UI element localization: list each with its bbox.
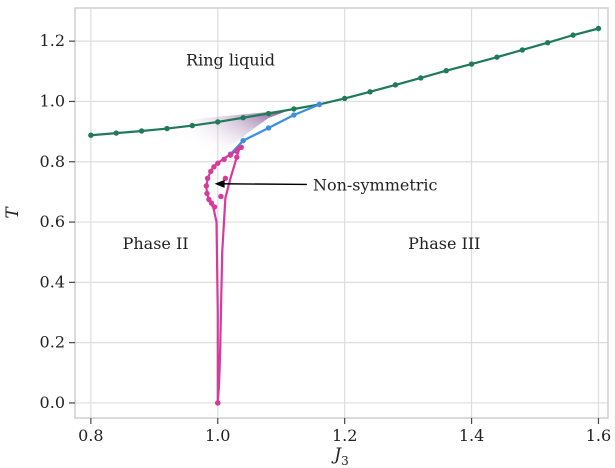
series-point xyxy=(519,47,526,53)
series-point xyxy=(208,168,214,175)
series-point xyxy=(238,144,244,150)
series-point xyxy=(570,32,576,38)
x-tick-label: 1.2 xyxy=(332,426,357,445)
series-point xyxy=(138,128,145,134)
series-point xyxy=(418,75,424,81)
y-tick-label: 0.2 xyxy=(40,333,65,352)
x-tick-label: 1.0 xyxy=(205,426,230,445)
series-point xyxy=(545,39,551,46)
series-point xyxy=(234,154,240,160)
annotation-text: Non-symmetric xyxy=(313,175,438,194)
series-point xyxy=(204,175,211,182)
series-point xyxy=(367,89,373,95)
x-tick-label: 0.8 xyxy=(78,426,103,445)
x-tick-label: 1.4 xyxy=(459,426,484,445)
series-point xyxy=(265,125,272,131)
region-label: Phase III xyxy=(408,234,480,253)
series-point xyxy=(392,82,399,88)
series-point xyxy=(88,132,94,138)
series-point xyxy=(215,160,221,166)
series-point xyxy=(240,137,246,144)
series-point xyxy=(189,122,196,129)
region-labels: Ring liquid Phase II Phase III xyxy=(123,50,481,253)
y-tick-label: 0.0 xyxy=(40,393,65,412)
axis-ticks: 0.8 1.0 1.2 1.4 1.6 0.0 0.2 0.4 0.6 0.8 1.0 1.2 xyxy=(40,31,612,445)
series-point xyxy=(341,95,348,102)
series-point xyxy=(215,119,221,125)
annotation-arrow-line xyxy=(218,183,307,186)
series-point xyxy=(291,112,297,118)
annotation-group: Non-symmetric xyxy=(214,175,438,194)
series-point xyxy=(291,106,297,112)
y-tick-label: 0.6 xyxy=(40,212,65,231)
y-tick-label: 0.8 xyxy=(40,152,65,171)
series-point xyxy=(203,183,210,189)
series-point xyxy=(443,68,449,74)
series-point xyxy=(204,190,210,197)
series-point xyxy=(211,204,218,210)
x-axis-label: J3 xyxy=(331,445,348,468)
series-point xyxy=(113,130,119,136)
series-point xyxy=(206,196,212,203)
series-point xyxy=(595,25,602,32)
y-tick-label: 0.4 xyxy=(40,272,65,291)
series-point xyxy=(215,400,221,406)
series-point xyxy=(265,110,272,117)
series-point xyxy=(494,54,500,60)
series-point xyxy=(221,156,227,163)
series-point xyxy=(240,115,246,121)
series-group xyxy=(88,25,602,406)
y-tick-label: 1.2 xyxy=(40,31,65,50)
annotation-arrow-head xyxy=(214,179,225,188)
series-point xyxy=(222,175,229,182)
series-point xyxy=(468,61,475,67)
region-label: Ring liquid xyxy=(186,50,275,69)
series-point xyxy=(316,101,322,108)
region-label: Phase II xyxy=(123,234,189,253)
shaded-area xyxy=(173,108,294,162)
y-tick-label: 1.0 xyxy=(40,91,65,110)
labels: J3 T Ring liquid Phase II Phase III Non-sy… xyxy=(3,50,480,468)
series-point xyxy=(211,164,217,170)
series-point xyxy=(218,193,224,200)
series-point xyxy=(227,152,234,158)
grid xyxy=(75,8,608,418)
x-tick-label: 1.6 xyxy=(586,426,611,445)
plot-frame xyxy=(74,7,609,419)
series-point xyxy=(234,148,240,154)
y-axis-label: T xyxy=(3,206,23,219)
series-point xyxy=(164,125,170,132)
shaded-region xyxy=(173,108,294,162)
